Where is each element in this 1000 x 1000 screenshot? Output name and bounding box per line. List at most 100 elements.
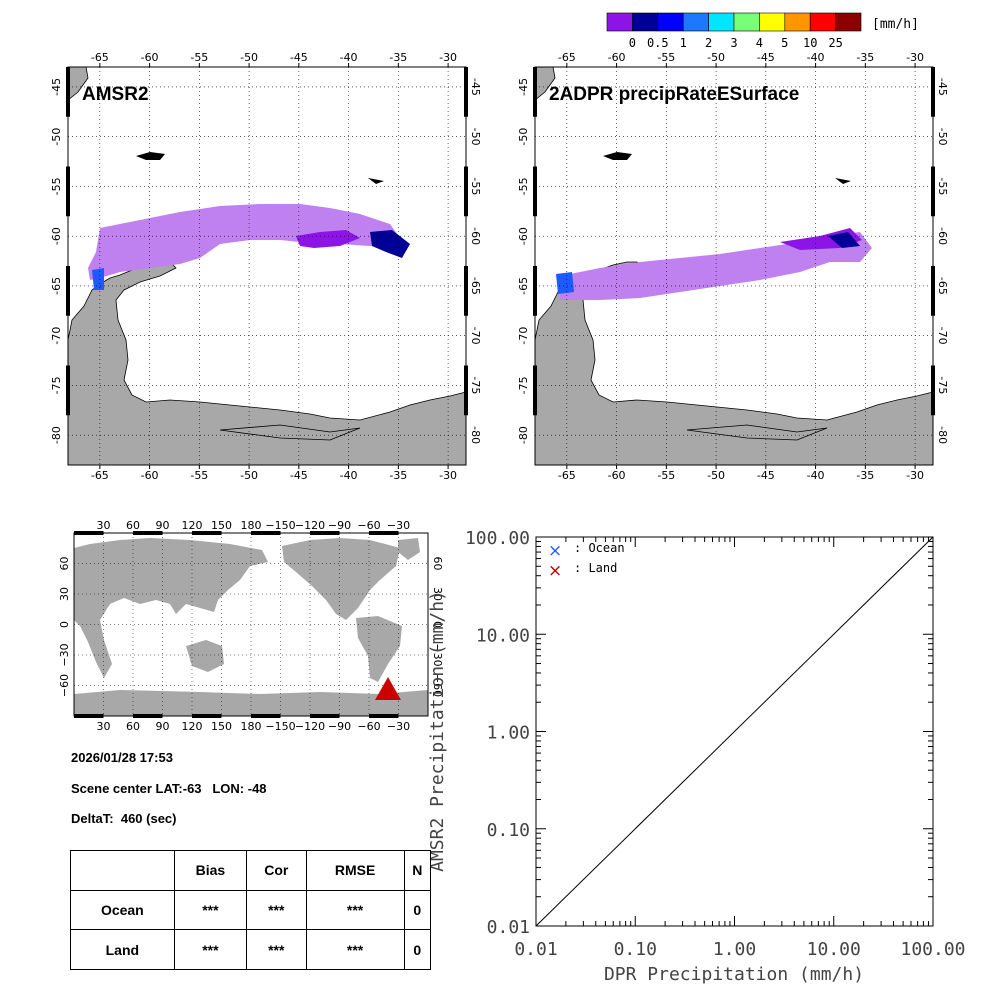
stats-header-cor: Cor	[246, 850, 307, 891]
land-greenland	[398, 538, 420, 560]
y-tick-label: 100.00	[465, 528, 530, 549]
lat-tick-label-left: -80	[517, 426, 530, 444]
x-tick-label: 0.01	[514, 939, 557, 960]
globe-lat-label-left: −30	[58, 643, 71, 666]
globe-lat-label-left: 30	[58, 587, 71, 601]
scene-center: Scene center LAT:-63 LON: -48	[71, 781, 267, 796]
stats-row-land: Land *** *** *** 0	[70, 929, 432, 970]
map-dpr-title: 2ADPR precipRateESurface	[549, 84, 799, 105]
lat-tick-label-right: -50	[936, 128, 949, 146]
colorbar-unit: [mm/h]	[872, 17, 919, 32]
legend-ocean-label: : Ocean	[574, 541, 625, 555]
lat-tick-label-right: -60	[936, 227, 949, 245]
map-amsr2-ticks: -65 -65 -60 -60 -55 -55 -50 -50 -45 -45 -40 -40 -35 -…	[50, 51, 482, 482]
lon-tick-label-top: -65	[91, 51, 109, 64]
lat-tick-label-right: -50	[469, 128, 482, 146]
globe-lon-label-bottom: −120	[295, 720, 325, 733]
lat-tick-label-left: -65	[50, 277, 63, 295]
map-amsr2-title: AMSR2	[82, 84, 149, 105]
stats-row-ocean: Ocean *** *** *** 0	[70, 889, 432, 931]
lon-tick-label-bottom: -50	[707, 469, 725, 482]
land-south-america	[356, 616, 402, 682]
globe-lat-label-right: −30	[431, 643, 444, 666]
y-tick-label: 0.01	[487, 917, 530, 938]
lon-tick-label-bottom: -40	[807, 469, 825, 482]
lon-tick-label-top: -50	[240, 51, 258, 64]
colorbar-swatch	[708, 12, 735, 32]
globe-ticks: 303060609090120120150150180180−150−150−1…	[58, 519, 444, 733]
lat-tick-label-left: -70	[517, 327, 530, 345]
lat-tick-label-left: -60	[50, 227, 63, 245]
stats-label: Ocean	[70, 889, 175, 931]
colorbar-labels: 0 0.5 1 2 3 4 5 10 25	[629, 36, 843, 50]
stats-header-row: Bias Cor RMSE N	[70, 850, 432, 891]
globe-lon-label-top: 180	[241, 519, 262, 532]
colorbar-swatch	[632, 12, 659, 32]
colorbar-label: 2	[705, 36, 712, 50]
lon-tick-label-bottom: -35	[389, 469, 407, 482]
island-south-orkney	[603, 152, 632, 160]
colorbar-swatch	[759, 12, 786, 32]
lat-tick-label-right: -55	[936, 177, 949, 195]
lat-tick-label-right: -70	[469, 327, 482, 345]
globe-lat-label-right: −60	[431, 674, 444, 697]
stats-header-empty	[70, 850, 175, 891]
lat-tick-label-right: -45	[936, 78, 949, 96]
scene-center-marker	[375, 677, 401, 700]
lat-tick-label-left: -60	[517, 227, 530, 245]
globe-lon-label-bottom: −90	[328, 720, 351, 733]
lon-tick-label-top: -45	[757, 51, 775, 64]
globe-lon-label-bottom: 150	[211, 720, 232, 733]
globe-lon-label-top: 150	[211, 519, 232, 532]
precip-area-purple	[296, 230, 360, 248]
precip-area-dark	[370, 230, 410, 258]
lon-tick-label-top: -30	[439, 51, 457, 64]
one-to-one-line	[535, 536, 934, 927]
lon-tick-label-top: -65	[558, 51, 576, 64]
lat-tick-label-left: -75	[50, 376, 63, 394]
lon-tick-label-bottom: -35	[856, 469, 874, 482]
lon-tick-label-bottom: -55	[190, 469, 208, 482]
colorbar-swatch	[606, 12, 633, 32]
globe-lon-label-bottom: 60	[126, 720, 140, 733]
y-axis-label: AMSR2 Precipitation (mm/h)	[427, 590, 448, 872]
colorbar-swatch	[835, 12, 862, 32]
colorbar-label: 0	[629, 36, 636, 50]
stats-bias: ***	[173, 929, 248, 970]
colorbar: 0 0.5 1 2 3 4 5 10 25 [mm/h]	[606, 12, 919, 50]
lon-tick-label-bottom: -50	[240, 469, 258, 482]
globe-lat-label-right: 60	[431, 557, 444, 571]
lat-tick-label-right: -65	[936, 277, 949, 295]
globe-lon-label-bottom: 90	[156, 720, 170, 733]
globe-lon-label-bottom: −60	[357, 720, 380, 733]
colorbar-swatch	[809, 12, 836, 32]
globe-lat-label-right: 30	[431, 587, 444, 601]
colorbar-boxes	[606, 12, 862, 32]
globe-lon-label-bottom: 30	[97, 720, 111, 733]
colorbar-swatch	[733, 12, 760, 32]
scatter-plot: 0.010.01 0.10 0.10 1.00 1.00 10.00 10.00 100.00…	[427, 528, 966, 985]
land-north-america	[282, 538, 400, 620]
precip-area-blue	[92, 268, 104, 290]
legend-ocean-marker: ×	[548, 541, 562, 561]
lat-tick-label-left: -55	[517, 177, 530, 195]
legend-land-label: : Land	[574, 561, 617, 575]
x-tick-label: 10.00	[807, 939, 861, 960]
x-tick-label: 100.00	[900, 939, 965, 960]
lon-tick-label-bottom: -45	[757, 469, 775, 482]
lon-tick-label-bottom: -60	[608, 469, 626, 482]
globe-lon-label-top: 90	[156, 519, 170, 532]
lon-tick-label-top: -50	[707, 51, 725, 64]
island-south-georgia	[835, 178, 851, 184]
lat-tick-label-right: -75	[936, 376, 949, 394]
stats-header-n: N	[403, 850, 432, 891]
lat-tick-label-left: -55	[50, 177, 63, 195]
globe-lat-label-left: 60	[58, 557, 71, 571]
colorbar-label: 1	[680, 36, 687, 50]
stats-header-rmse: RMSE	[305, 850, 405, 891]
lon-tick-label-bottom: -30	[439, 469, 457, 482]
stats-cor: ***	[246, 889, 307, 931]
colorbar-label: 4	[756, 36, 763, 50]
precip-area-blue	[556, 272, 574, 294]
lat-tick-label-left: -45	[517, 78, 530, 96]
